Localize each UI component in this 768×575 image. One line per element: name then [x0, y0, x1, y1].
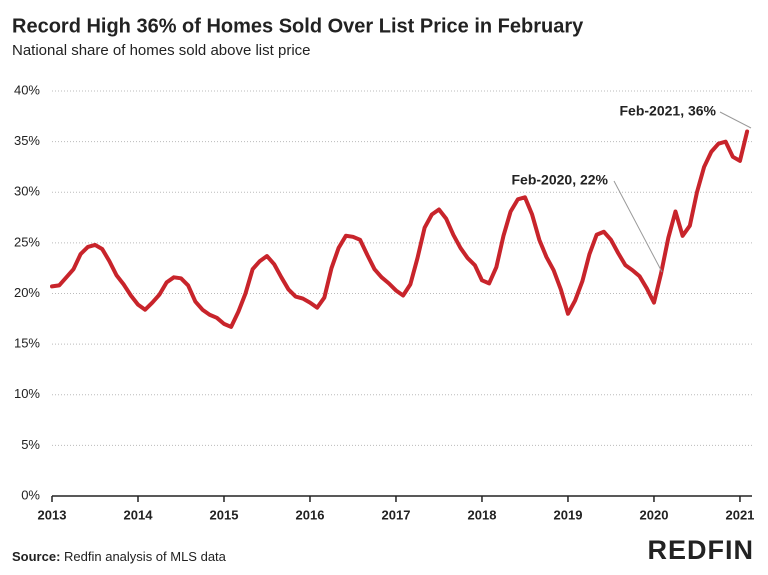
y-tick-label: 20% — [14, 285, 40, 300]
x-tick-label: 2015 — [210, 507, 239, 522]
y-tick-label: 15% — [14, 336, 40, 351]
x-tick-label: 2014 — [124, 507, 154, 522]
annotation: Feb-2021, 36% — [620, 103, 717, 119]
annotation: Feb-2020, 22% — [512, 172, 609, 188]
logo: REDFIN — [648, 535, 755, 565]
data-line — [50, 129, 750, 329]
y-tick-label: 0% — [21, 487, 40, 502]
y-tick-label: 5% — [21, 437, 40, 452]
y-tick-label: 25% — [14, 234, 40, 249]
x-tick-label: 2021 — [725, 507, 754, 522]
y-tick-label: 35% — [14, 133, 40, 148]
plot-area: 0% 5% 10% 15% 20% 25% 30% 35% 40% 2013 2014 2015 201… — [14, 82, 754, 522]
chart-title: Record High 36% of Homes Sold Over List … — [12, 15, 584, 37]
x-tick-label: 2013 — [38, 507, 67, 522]
annotation-leader — [719, 111, 752, 129]
x-tick-label: 2017 — [382, 507, 411, 522]
source: Source: Redfin analysis of MLS data — [12, 549, 227, 564]
y-tick-label: 10% — [14, 386, 40, 401]
x-tick-label: 2019 — [554, 507, 583, 522]
x-tick-label: 2016 — [296, 507, 325, 522]
source-label: Source: — [12, 549, 60, 564]
annotation-leader — [613, 180, 663, 273]
y-tick-label: 40% — [14, 82, 40, 97]
x-tick-label: 2018 — [468, 507, 497, 522]
chart-subtitle: National share of homes sold above list … — [12, 42, 311, 59]
x-tick-label: 2020 — [640, 507, 669, 522]
y-tick-label: 30% — [14, 184, 40, 199]
source-text: Redfin analysis of MLS data — [64, 549, 227, 564]
